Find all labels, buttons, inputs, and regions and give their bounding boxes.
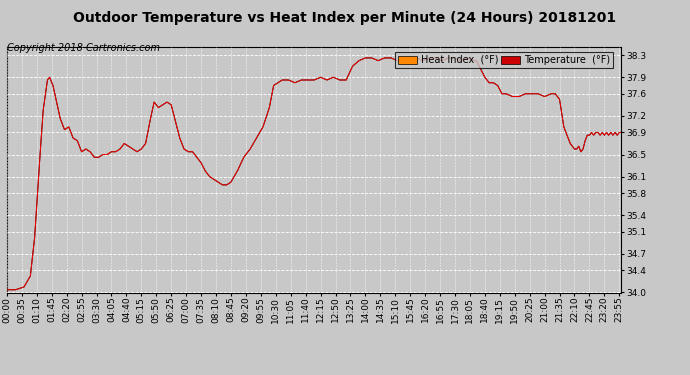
Text: Outdoor Temperature vs Heat Index per Minute (24 Hours) 20181201: Outdoor Temperature vs Heat Index per Mi… xyxy=(73,11,617,25)
Text: Copyright 2018 Cartronics.com: Copyright 2018 Cartronics.com xyxy=(7,43,160,53)
Legend: Heat Index  (°F), Temperature  (°F): Heat Index (°F), Temperature (°F) xyxy=(395,52,613,68)
